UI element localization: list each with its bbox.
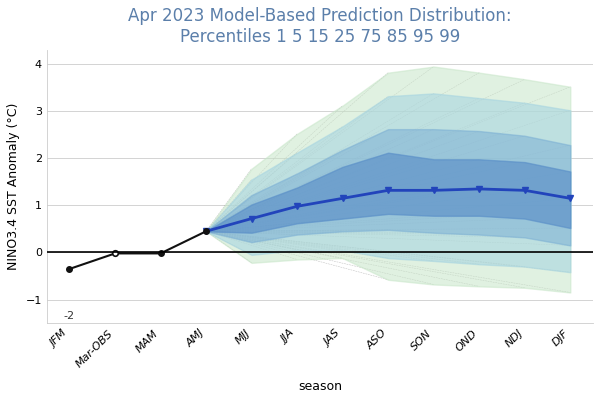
Text: -2: -2 [64, 311, 75, 321]
Title: Apr 2023 Model-Based Prediction Distribution:
Percentiles 1 5 15 25 75 85 95 99: Apr 2023 Model-Based Prediction Distribu… [128, 7, 512, 46]
X-axis label: season: season [298, 380, 342, 393]
Y-axis label: NINO3.4 SST Anomaly (°C): NINO3.4 SST Anomaly (°C) [7, 103, 20, 270]
